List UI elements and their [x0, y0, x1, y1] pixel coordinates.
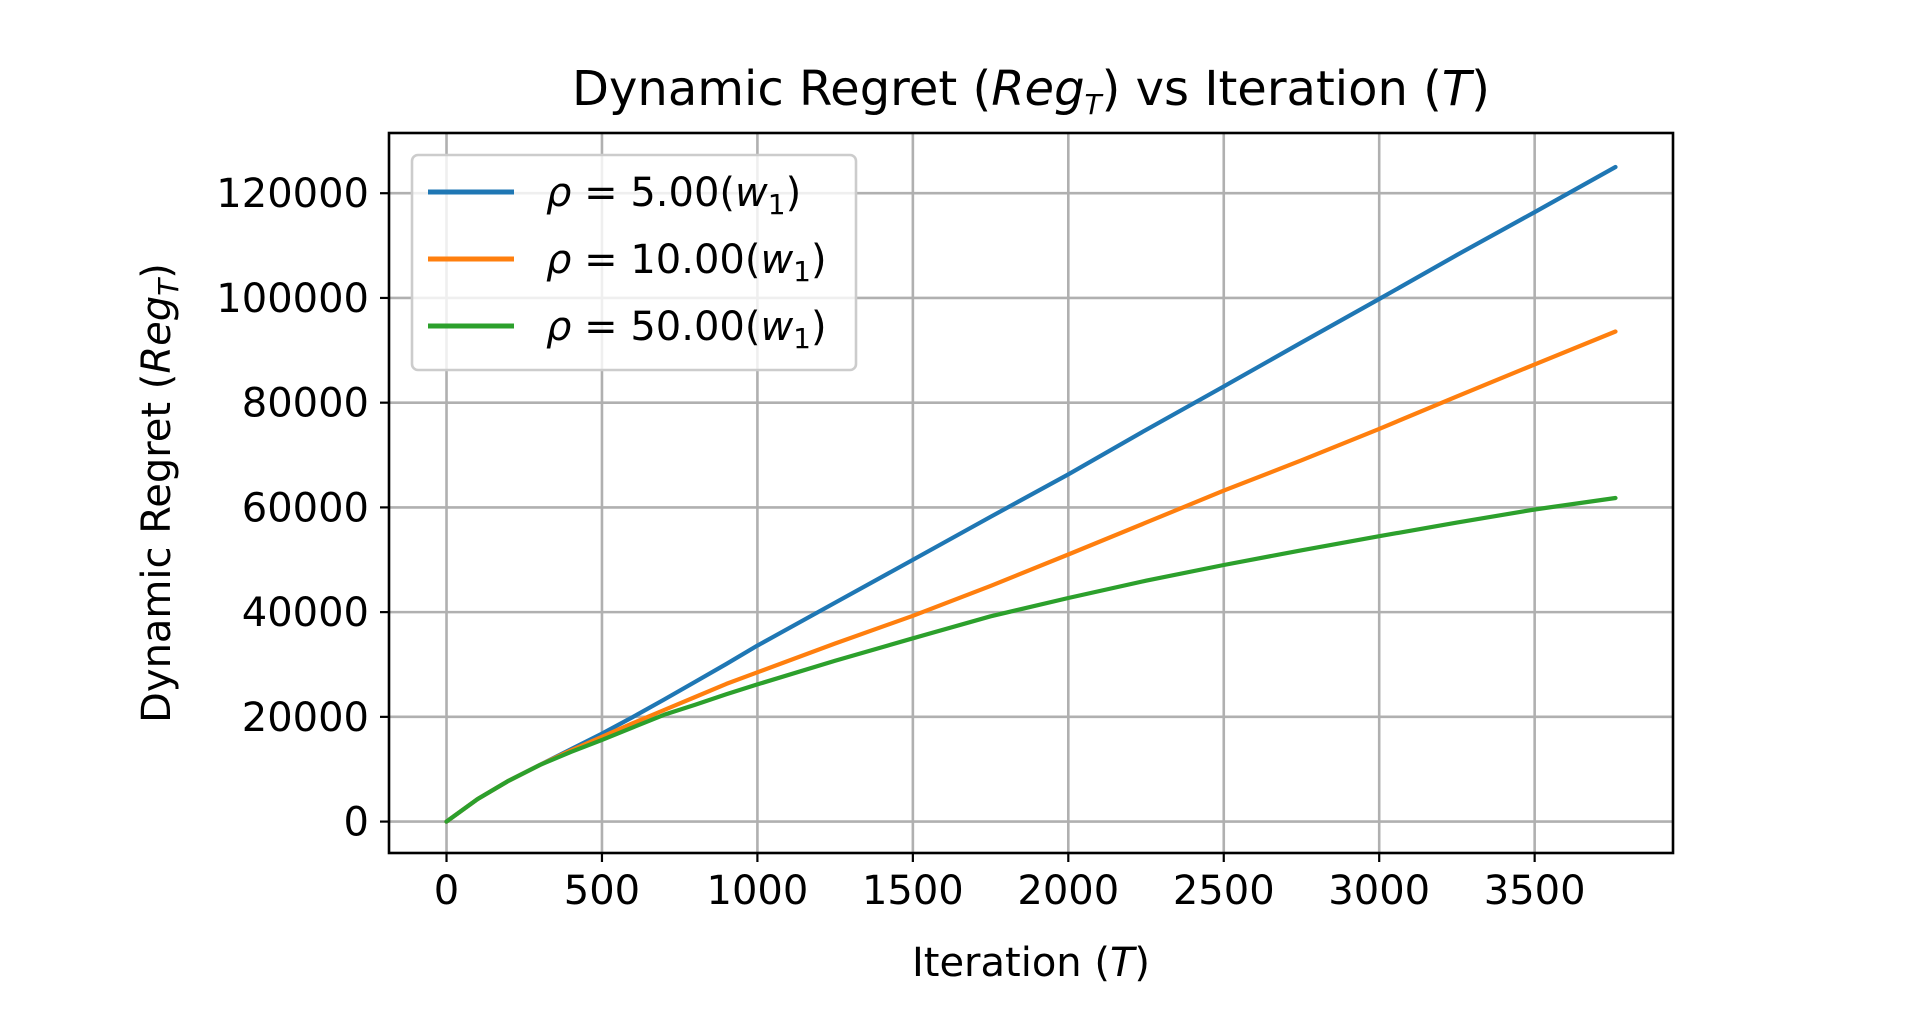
y-tick-label: 40000: [242, 590, 369, 636]
legend-entry-2: ρ = 50.00(w1): [428, 304, 827, 355]
y-tick-label: 120000: [216, 171, 369, 217]
legend-entry-0: ρ = 5.00(w1): [428, 170, 801, 221]
y-tick-label: 60000: [242, 485, 369, 531]
legend-frame: [410, 153, 858, 372]
x-axis-label: Iteration (T): [912, 940, 1150, 986]
y-tick-label: 80000: [242, 381, 369, 427]
ticks: 0 500 1000 1500 2000 2500 3000 3500 0 20000 40000 6…: [216, 171, 1585, 914]
x-tick-label: 500: [564, 868, 640, 914]
legend-label-0: ρ = 5.00(w1): [546, 170, 801, 221]
legend-entry-1: ρ = 10.00(w1): [428, 237, 827, 288]
legend: ρ = 5.00(w1) ρ = 10.00(w1) ρ = 50.00(w1): [410, 153, 858, 372]
x-tick-label: 1000: [707, 868, 809, 914]
chart-title: Dynamic Regret (RegT) vs Iteration (T): [572, 61, 1490, 121]
x-tick-label: 2500: [1173, 868, 1275, 914]
series-group: [444, 164, 1618, 824]
x-tick-label: 0: [434, 868, 459, 914]
y-axis-label: Dynamic Regret (RegT): [134, 263, 185, 723]
legend-label-2: ρ = 50.00(w1): [546, 304, 827, 355]
plot-area-frame: [387, 131, 1675, 855]
x-tick-label: 2000: [1017, 868, 1119, 914]
y-tick-label: 20000: [242, 695, 369, 741]
y-tick-label: 100000: [216, 276, 369, 322]
legend-label-1: ρ = 10.00(w1): [546, 237, 827, 288]
y-tick-label: 0: [344, 800, 369, 846]
x-tick-label: 1500: [862, 868, 964, 914]
series-line-2: [444, 495, 1618, 824]
x-tick-label: 3000: [1328, 868, 1430, 914]
x-tick-label: 3500: [1484, 868, 1586, 914]
